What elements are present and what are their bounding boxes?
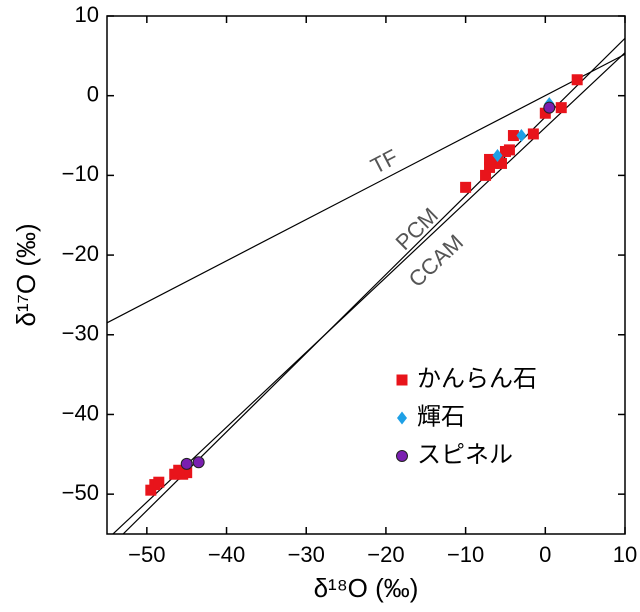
legend-marker [396, 374, 408, 386]
y-axis-title: δ¹⁷O (‰) [11, 223, 41, 326]
point [507, 130, 519, 142]
point [543, 101, 556, 114]
legend-label: 輝石 [417, 403, 465, 430]
y-tick-label: −50 [62, 480, 99, 505]
y-tick-label: −10 [62, 161, 99, 186]
x-tick-label: −20 [367, 542, 404, 567]
legend-label: スピネル [417, 441, 513, 468]
point [492, 148, 503, 162]
x-axis-title: δ¹⁸O (‰) [314, 573, 419, 603]
y-tick-label: −40 [62, 400, 99, 425]
point [480, 169, 492, 181]
point [192, 456, 205, 469]
legend-marker [396, 450, 408, 462]
point [571, 74, 583, 86]
point [527, 128, 539, 140]
y-tick-label: 0 [87, 82, 99, 107]
reference-line [107, 53, 625, 324]
plot-frame [106, 15, 626, 535]
point [145, 484, 157, 496]
point [181, 467, 193, 479]
point [516, 129, 527, 143]
point [180, 457, 193, 470]
plot-area [107, 37, 625, 534]
y-tick-label: −30 [62, 321, 99, 346]
line-label: TF [367, 144, 402, 179]
x-tick-label: −40 [208, 542, 245, 567]
point [484, 161, 496, 173]
x-tick-label: −30 [288, 542, 325, 567]
y-tick-label: 10 [75, 2, 99, 27]
x-tick-label: −10 [447, 542, 484, 567]
point [173, 464, 185, 476]
legend-marker [397, 411, 407, 425]
x-tick-label: −50 [128, 542, 165, 567]
legend-label: かんらん石 [417, 365, 537, 392]
x-tick-label: 0 [539, 542, 551, 567]
point [153, 476, 165, 488]
point [539, 107, 551, 119]
point [499, 145, 511, 157]
x-tick-label: 10 [613, 542, 637, 567]
point [555, 102, 567, 114]
point [460, 181, 472, 193]
y-tick-label: −20 [62, 241, 99, 266]
point [484, 153, 496, 165]
point [495, 157, 507, 169]
